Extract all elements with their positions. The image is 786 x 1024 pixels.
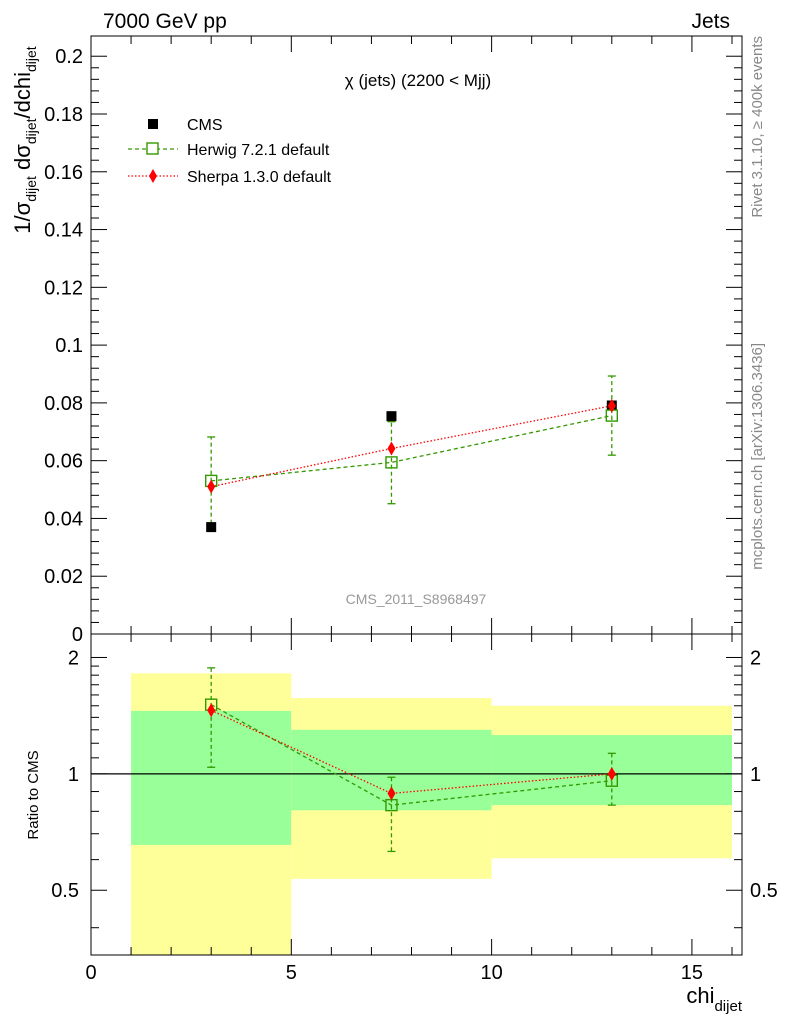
- main-y-tick-label: 0.02: [44, 566, 83, 588]
- ratio-y-tick-label-right: 2: [750, 647, 761, 669]
- x-tick-label: 0: [85, 962, 96, 984]
- legend: CMS Herwig 7.2.1 default Sherpa 1.3.0 de…: [128, 117, 332, 186]
- category-label: Jets: [691, 10, 730, 33]
- main-y-tick-label: 0.16: [44, 162, 83, 184]
- cms-point: [206, 522, 217, 533]
- herwig-point: [385, 456, 398, 469]
- herwig-line: [211, 414, 612, 482]
- ratio-y-tick-label: 0.5: [51, 880, 79, 902]
- sherpa-line: [211, 405, 612, 488]
- main-panel: 00.020.040.060.080.10.120.140.160.180.2 …: [10, 35, 743, 646]
- main-y-tick-label: 0.14: [44, 220, 83, 242]
- ratio-herwig-line: [210, 704, 612, 806]
- ratio-series: [204, 667, 618, 853]
- main-series: [204, 375, 618, 533]
- ratio-y-tick-label: 2: [68, 647, 79, 669]
- sherpa-point: [387, 441, 396, 456]
- ratio-panel: 0.5 0.5 1 1 2 2 Ratio to CMS 0 5 10 15 chidijet: [25, 633, 778, 1015]
- main-y-tick-label: 0.1: [55, 335, 83, 357]
- ratio-sherpa-point: [387, 786, 396, 801]
- main-y-tick-label: 0.18: [44, 104, 83, 126]
- energy-label: 7000 GeV pp: [103, 10, 227, 33]
- x-tick-label: 15: [681, 962, 703, 984]
- legend-herwig: Herwig 7.2.1 default: [128, 142, 330, 159]
- main-y-label: 1/σdijet dσdijet/dchidijet: [10, 46, 39, 234]
- ratio-frame: [90, 633, 743, 956]
- legend-sherpa: Sherpa 1.3.0 default: [128, 169, 332, 186]
- main-y-tick-label: 0.12: [44, 277, 83, 299]
- legend-cms-label: CMS: [187, 117, 223, 134]
- legend-herwig-label: Herwig 7.2.1 default: [187, 142, 330, 159]
- main-y-tick-label: 0.08: [44, 393, 83, 415]
- legend-cms: CMS: [148, 117, 223, 134]
- main-y-tick-label: 0: [72, 624, 83, 646]
- legend-sherpa-label: Sherpa 1.3.0 default: [187, 169, 332, 186]
- main-y-tick-label: 0.06: [44, 451, 83, 473]
- rivet-label: Rivet 3.1.10, ≥ 400k events: [749, 36, 766, 218]
- ratio-bands: [91, 673, 742, 955]
- main-title: χ (jets) (2200 < Mjj): [345, 71, 491, 90]
- ratio-y-ticks: 0.5 0.5 1 1 2 2: [51, 647, 778, 929]
- ratio-y-tick-label: 1: [68, 764, 79, 786]
- sherpa-point: [607, 398, 616, 413]
- x-axis-label-sub: dijet: [714, 998, 742, 1015]
- x-ticks: 0 5 10 15: [85, 634, 733, 984]
- ratio-sherpa-point: [607, 766, 616, 781]
- main-y-tick-label: 0.04: [44, 508, 83, 530]
- x-axis-label-base: chi: [686, 983, 714, 1008]
- source-label: mcplots.cern.ch [arXiv:1306.3436]: [749, 343, 766, 570]
- watermark: CMS_2011_S8968497: [346, 591, 487, 607]
- ratio-sherpa-point: [207, 703, 216, 718]
- cms-point: [386, 411, 397, 422]
- legend-cms-marker: [148, 119, 158, 129]
- ratio-y-tick-label-right: 1: [750, 764, 761, 786]
- sherpa-point: [207, 479, 216, 494]
- x-tick-label: 10: [480, 962, 502, 984]
- main-y-ticks: 0 0.02 0.04 0.06 0.08 0.1 0.12 0.14 0.16 0.18 0.2: [44, 36, 742, 646]
- main-y-tick-label: 0.2: [55, 46, 83, 68]
- ratio-y-label: Ratio to CMS: [25, 750, 42, 839]
- ratio-y-tick-label-right: 0.5: [750, 880, 778, 902]
- legend-herwig-marker: [146, 142, 159, 155]
- legend-sherpa-marker: [149, 169, 157, 183]
- x-axis-label: chidijet: [686, 983, 742, 1015]
- x-tick-label: 5: [286, 962, 297, 984]
